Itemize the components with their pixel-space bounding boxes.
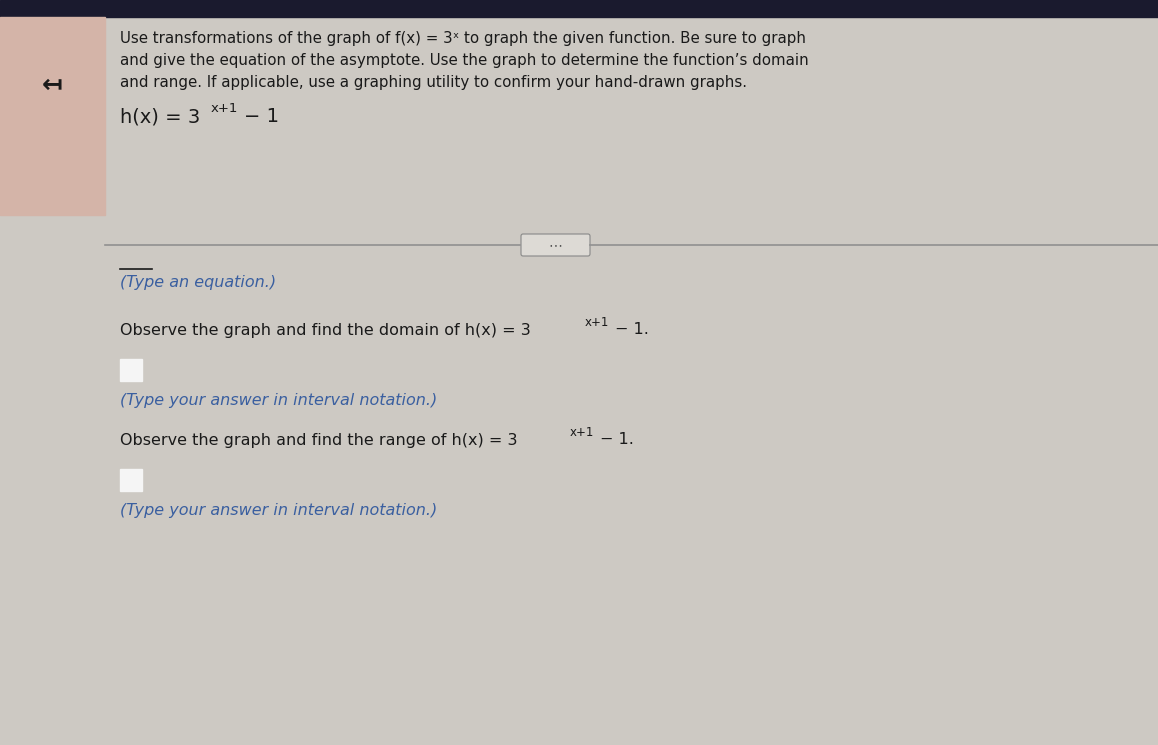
Text: x+1: x+1: [585, 315, 609, 329]
Bar: [120, 359, 142, 381]
Text: x+1: x+1: [570, 425, 594, 439]
Text: x+1: x+1: [211, 101, 239, 115]
FancyBboxPatch shape: [521, 234, 589, 256]
Text: − 1.: − 1.: [600, 433, 633, 448]
Text: ⋯: ⋯: [549, 238, 563, 252]
Bar: [120, 469, 142, 491]
Text: (Type your answer in interval notation.): (Type your answer in interval notation.): [120, 502, 438, 518]
Text: − 1.: − 1.: [615, 323, 648, 337]
Text: Use transformations of the graph of f(x) = 3ˣ to graph the given function. Be su: Use transformations of the graph of f(x)…: [120, 31, 806, 45]
Text: and range. If applicable, use a graphing utility to confirm your hand-drawn grap: and range. If applicable, use a graphing…: [120, 74, 747, 89]
Text: (Type an equation.): (Type an equation.): [120, 276, 276, 291]
Text: h(x) = 3: h(x) = 3: [120, 107, 200, 127]
Text: − 1: − 1: [244, 107, 279, 127]
Text: Observe the graph and find the domain of h(x) = 3: Observe the graph and find the domain of…: [120, 323, 530, 337]
Bar: [0, 0, 1158, 17]
Text: and give the equation of the asymptote. Use the graph to determine the function’: and give the equation of the asymptote. …: [120, 52, 808, 68]
Text: ↤: ↤: [42, 73, 63, 97]
Text: (Type your answer in interval notation.): (Type your answer in interval notation.): [120, 393, 438, 408]
Bar: [0, 17, 105, 215]
Text: Observe the graph and find the range of h(x) = 3: Observe the graph and find the range of …: [120, 433, 518, 448]
